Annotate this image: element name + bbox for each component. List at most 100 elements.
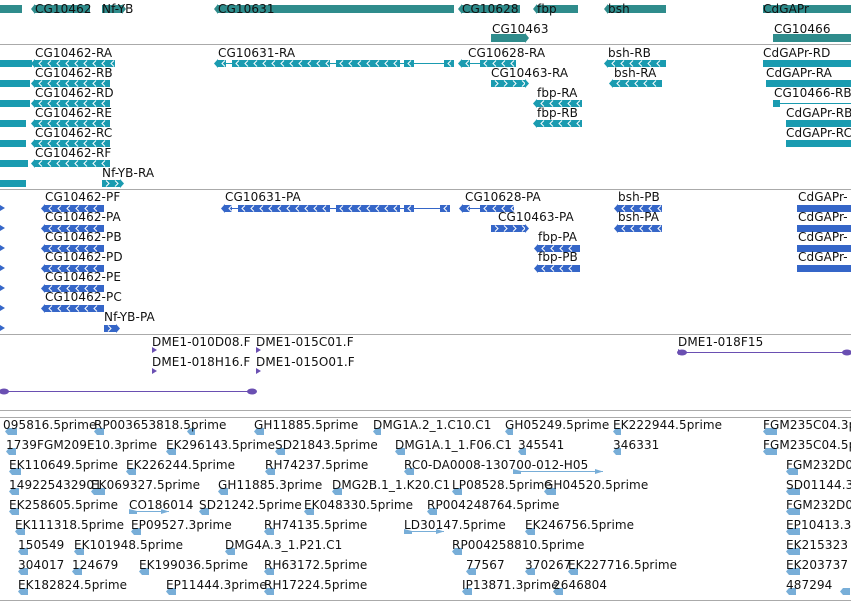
protein-exon[interactable] — [797, 265, 851, 272]
est-label[interactable]: DMG4A.3_1.P21.C1 — [225, 538, 343, 552]
protein-exon[interactable] — [104, 325, 116, 332]
est-block[interactable] — [525, 528, 535, 535]
est-label[interactable]: EK222944.5prime — [613, 418, 723, 432]
transcript-label[interactable]: fbp-RB — [537, 106, 578, 120]
clone-end-marker[interactable] — [152, 347, 157, 353]
protein-exon[interactable] — [45, 225, 104, 232]
transcript-exon[interactable] — [0, 180, 26, 187]
protein-exon[interactable] — [797, 205, 851, 212]
clone-label[interactable]: DME1-015C01.F — [256, 335, 354, 349]
gene-label[interactable]: CG10466 — [774, 22, 831, 36]
est-block[interactable] — [304, 508, 314, 515]
est-label[interactable]: GH11885.3prime — [218, 478, 323, 492]
protein-label[interactable]: fbp-PA — [538, 230, 578, 244]
protein-exon[interactable] — [440, 205, 450, 212]
transcript-exon[interactable] — [0, 100, 30, 107]
est-block[interactable] — [6, 448, 16, 455]
protein-label[interactable]: CdGAPr- — [798, 230, 848, 244]
est-label[interactable]: RH17224.5prime — [264, 578, 368, 592]
est-label[interactable]: 370267 — [525, 558, 572, 572]
protein-label[interactable]: CG10462-PD — [45, 250, 123, 264]
clone-label[interactable]: DME1-015O01.F — [256, 355, 355, 369]
transcript-exon[interactable] — [404, 60, 414, 67]
transcript-exon[interactable] — [786, 140, 851, 147]
transcript-label[interactable]: bsh-RA — [614, 66, 657, 80]
est-label[interactable]: 149225432901 — [9, 478, 102, 492]
est-block[interactable] — [129, 509, 137, 514]
transcript-exon[interactable] — [608, 60, 666, 67]
est-block[interactable] — [786, 548, 800, 555]
est-block[interactable] — [786, 488, 800, 495]
transcript-exon[interactable] — [0, 60, 32, 67]
protein-label[interactable]: CG10463-PA — [498, 210, 574, 224]
gene-bar[interactable] — [218, 5, 454, 13]
est-label[interactable]: EP11444.3prime — [166, 578, 267, 592]
est-block[interactable] — [5, 428, 17, 435]
est-block[interactable] — [166, 448, 176, 455]
gene-label[interactable]: CdGAPr — [763, 2, 810, 16]
protein-exon[interactable] — [480, 205, 514, 212]
protein-exon[interactable] — [797, 225, 851, 232]
transcript-exon[interactable] — [35, 120, 110, 127]
est-block[interactable] — [199, 508, 209, 515]
est-block[interactable] — [613, 428, 621, 435]
gene-label[interactable]: fbp — [537, 2, 557, 16]
gene-bar[interactable] — [462, 5, 520, 13]
est-block[interactable] — [265, 468, 275, 475]
est-block[interactable] — [595, 469, 603, 474]
transcript-label[interactable]: CdGAPr-RA — [766, 66, 832, 80]
est-label[interactable]: 095816.5prime — [3, 418, 97, 432]
est-label[interactable]: RH63172.5prime — [264, 558, 368, 572]
transcript-label[interactable]: CdGAPr-RD — [763, 46, 831, 60]
transcript-label[interactable]: CG10462-RC — [35, 126, 113, 140]
transcript-exon[interactable] — [102, 180, 120, 187]
est-label[interactable]: SD21242.5prime — [199, 498, 302, 512]
protein-label[interactable]: CdGAPr- — [798, 250, 848, 264]
est-block[interactable] — [568, 568, 578, 575]
est-block[interactable] — [9, 468, 21, 475]
est-block[interactable] — [404, 468, 414, 475]
transcript-exon[interactable] — [0, 120, 26, 127]
est-block[interactable] — [139, 568, 149, 575]
est-label[interactable]: EK110649.5prime — [9, 458, 119, 472]
est-label[interactable]: LP08528.5prime — [452, 478, 552, 492]
protein-label[interactable]: CG10628-PA — [465, 190, 541, 204]
est-label[interactable]: RP004248764.5prime — [427, 498, 560, 512]
est-block[interactable] — [518, 448, 526, 455]
est-label[interactable]: RH74237.5prime — [265, 458, 369, 472]
est-label[interactable]: 124679 — [72, 558, 119, 572]
protein-label[interactable]: CG10462-PF — [45, 190, 121, 204]
gene-bar[interactable] — [608, 5, 666, 13]
est-label[interactable]: DMG2B.1_1.K20.C1 — [332, 478, 451, 492]
est-block[interactable] — [466, 568, 476, 575]
protein-exon[interactable] — [538, 265, 580, 272]
est-block[interactable] — [18, 568, 28, 575]
est-label[interactable]: DMG1A.1_1.F06.C1 — [395, 438, 513, 452]
est-block[interactable] — [18, 548, 28, 555]
est-block[interactable] — [218, 488, 228, 495]
gene-label[interactable]: CG10628 — [462, 2, 519, 16]
gene-bar[interactable] — [35, 5, 90, 13]
est-block[interactable] — [436, 529, 444, 534]
est-block[interactable] — [264, 568, 274, 575]
gene-bar[interactable] — [537, 5, 578, 13]
protein-exon[interactable] — [45, 305, 104, 312]
clone-label[interactable]: DME1-018H16.F — [152, 355, 251, 369]
protein-exon[interactable] — [45, 205, 104, 212]
est-label[interactable]: GH04520.5prime — [544, 478, 649, 492]
transcript-exon[interactable] — [763, 60, 851, 67]
transcript-label[interactable]: CG10466-RB — [774, 86, 851, 100]
protein-label[interactable]: fbp-PB — [538, 250, 578, 264]
est-block[interactable] — [763, 428, 777, 435]
est-label[interactable]: EK069327.5prime — [91, 478, 201, 492]
protein-exon[interactable] — [45, 245, 104, 252]
est-label[interactable]: RP003653818.5prime — [94, 418, 227, 432]
protein-exon[interactable] — [238, 205, 330, 212]
est-label[interactable]: 304017 — [18, 558, 65, 572]
gene-label[interactable]: CG10631 — [218, 2, 275, 16]
est-block[interactable] — [264, 528, 274, 535]
est-block[interactable] — [254, 428, 264, 435]
est-label[interactable]: IP13871.3prime — [462, 578, 559, 592]
est-label[interactable]: EK203737 — [786, 558, 849, 572]
